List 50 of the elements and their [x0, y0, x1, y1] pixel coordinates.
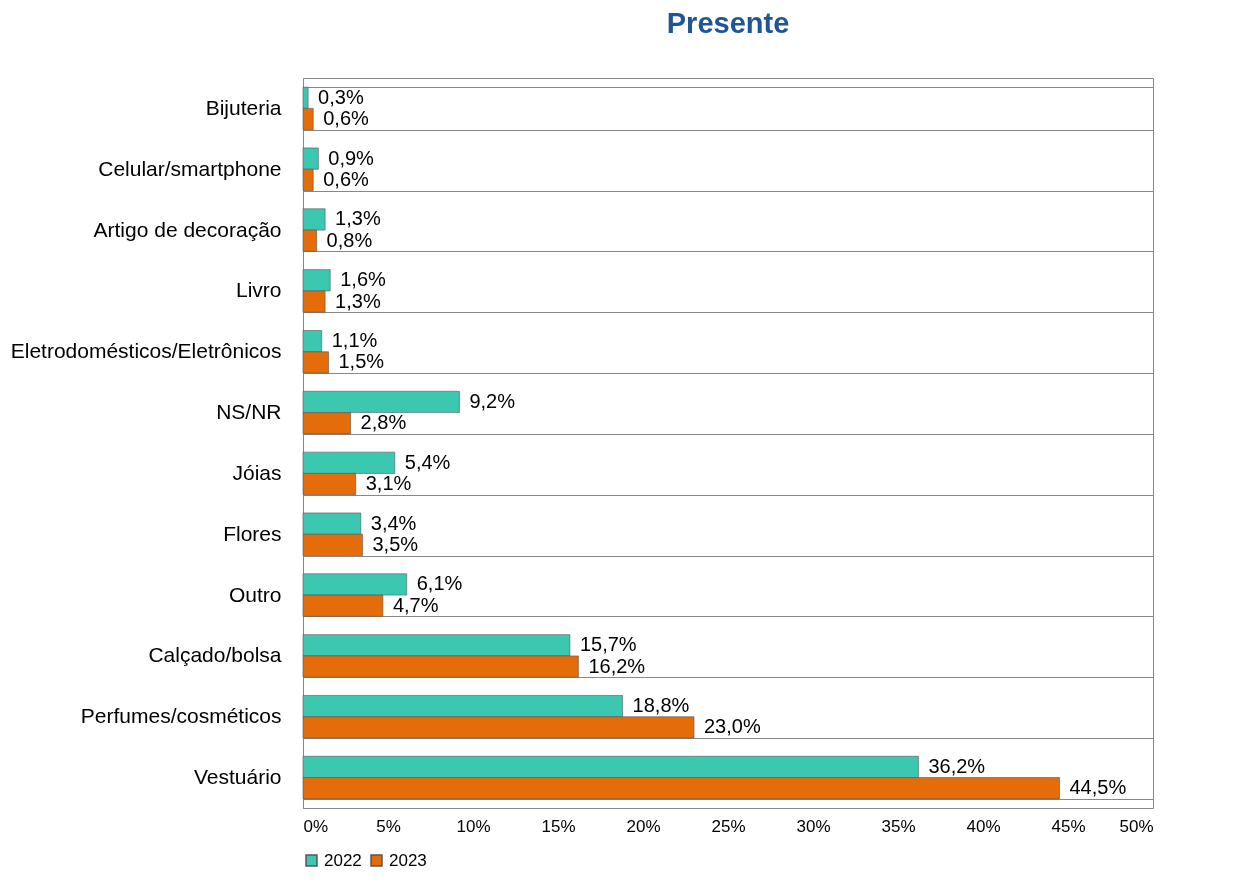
x-tick-label: 20%	[626, 816, 661, 836]
y-tick-label: Outro	[228, 582, 282, 606]
x-tick-label: 25%	[711, 816, 746, 836]
data-label: 6,1%	[416, 572, 463, 595]
data-label: 9,2%	[469, 389, 516, 412]
data-label: 1,3%	[335, 207, 381, 230]
data-label: 18,8%	[632, 694, 690, 717]
data-label: 23,0%	[704, 715, 761, 738]
x-tick-label: 40%	[966, 816, 1001, 836]
y-tick-label: Celular/smartphone	[98, 156, 282, 180]
x-tick-label: 45%	[1051, 816, 1086, 836]
data-label: 0,6%	[323, 167, 369, 190]
y-tick-label: Bijuteria	[205, 95, 282, 119]
data-label: 0,3%	[318, 85, 364, 108]
data-label: 44,5%	[1069, 776, 1127, 799]
data-label: 3,1%	[365, 472, 412, 495]
data-label: 0,9%	[328, 146, 375, 169]
y-tick-label: Jóias	[232, 460, 282, 484]
data-label: 1,6%	[340, 268, 386, 291]
x-tick-label: 30%	[796, 816, 831, 836]
data-label: 16,2%	[588, 654, 646, 677]
chart-title: Presente	[666, 7, 790, 39]
x-tick-label: 0%	[303, 816, 329, 836]
data-label: 2,8%	[360, 411, 407, 434]
y-tick-label: Vestuário	[193, 765, 282, 789]
data-label: 0,6%	[323, 107, 369, 130]
y-tick-label: Perfumes/cosméticos	[80, 704, 282, 728]
data-label: 3,5%	[372, 532, 419, 555]
data-label: 5,4%	[404, 450, 451, 473]
y-tick-label: Livro	[235, 278, 282, 302]
data-label: 36,2%	[928, 754, 986, 777]
data-label: 3,4%	[370, 511, 417, 534]
data-label: 4,7%	[392, 593, 439, 616]
data-label: 1,1%	[331, 329, 378, 352]
legend-label: 2022	[324, 850, 362, 870]
x-tick-label: 15%	[541, 816, 576, 836]
x-tick-label: 5%	[376, 816, 401, 836]
data-label: 1,5%	[338, 350, 385, 373]
data-label: 0,8%	[326, 228, 373, 251]
y-tick-label: NS/NR	[216, 400, 282, 424]
x-tick-label: 10%	[456, 816, 491, 836]
y-tick-label: Flores	[223, 521, 282, 545]
x-tick-label: 35%	[881, 816, 916, 836]
data-label: 1,3%	[335, 289, 381, 312]
legend-label: 2023	[389, 850, 427, 870]
y-tick-label: Calçado/bolsa	[148, 643, 282, 667]
y-tick-label: Eletrodomésticos/Eletrônicos	[10, 339, 282, 363]
data-label: 15,7%	[579, 633, 637, 656]
x-tick-label: 50%	[1119, 816, 1154, 836]
y-tick-label: Artigo de decoração	[93, 217, 282, 241]
